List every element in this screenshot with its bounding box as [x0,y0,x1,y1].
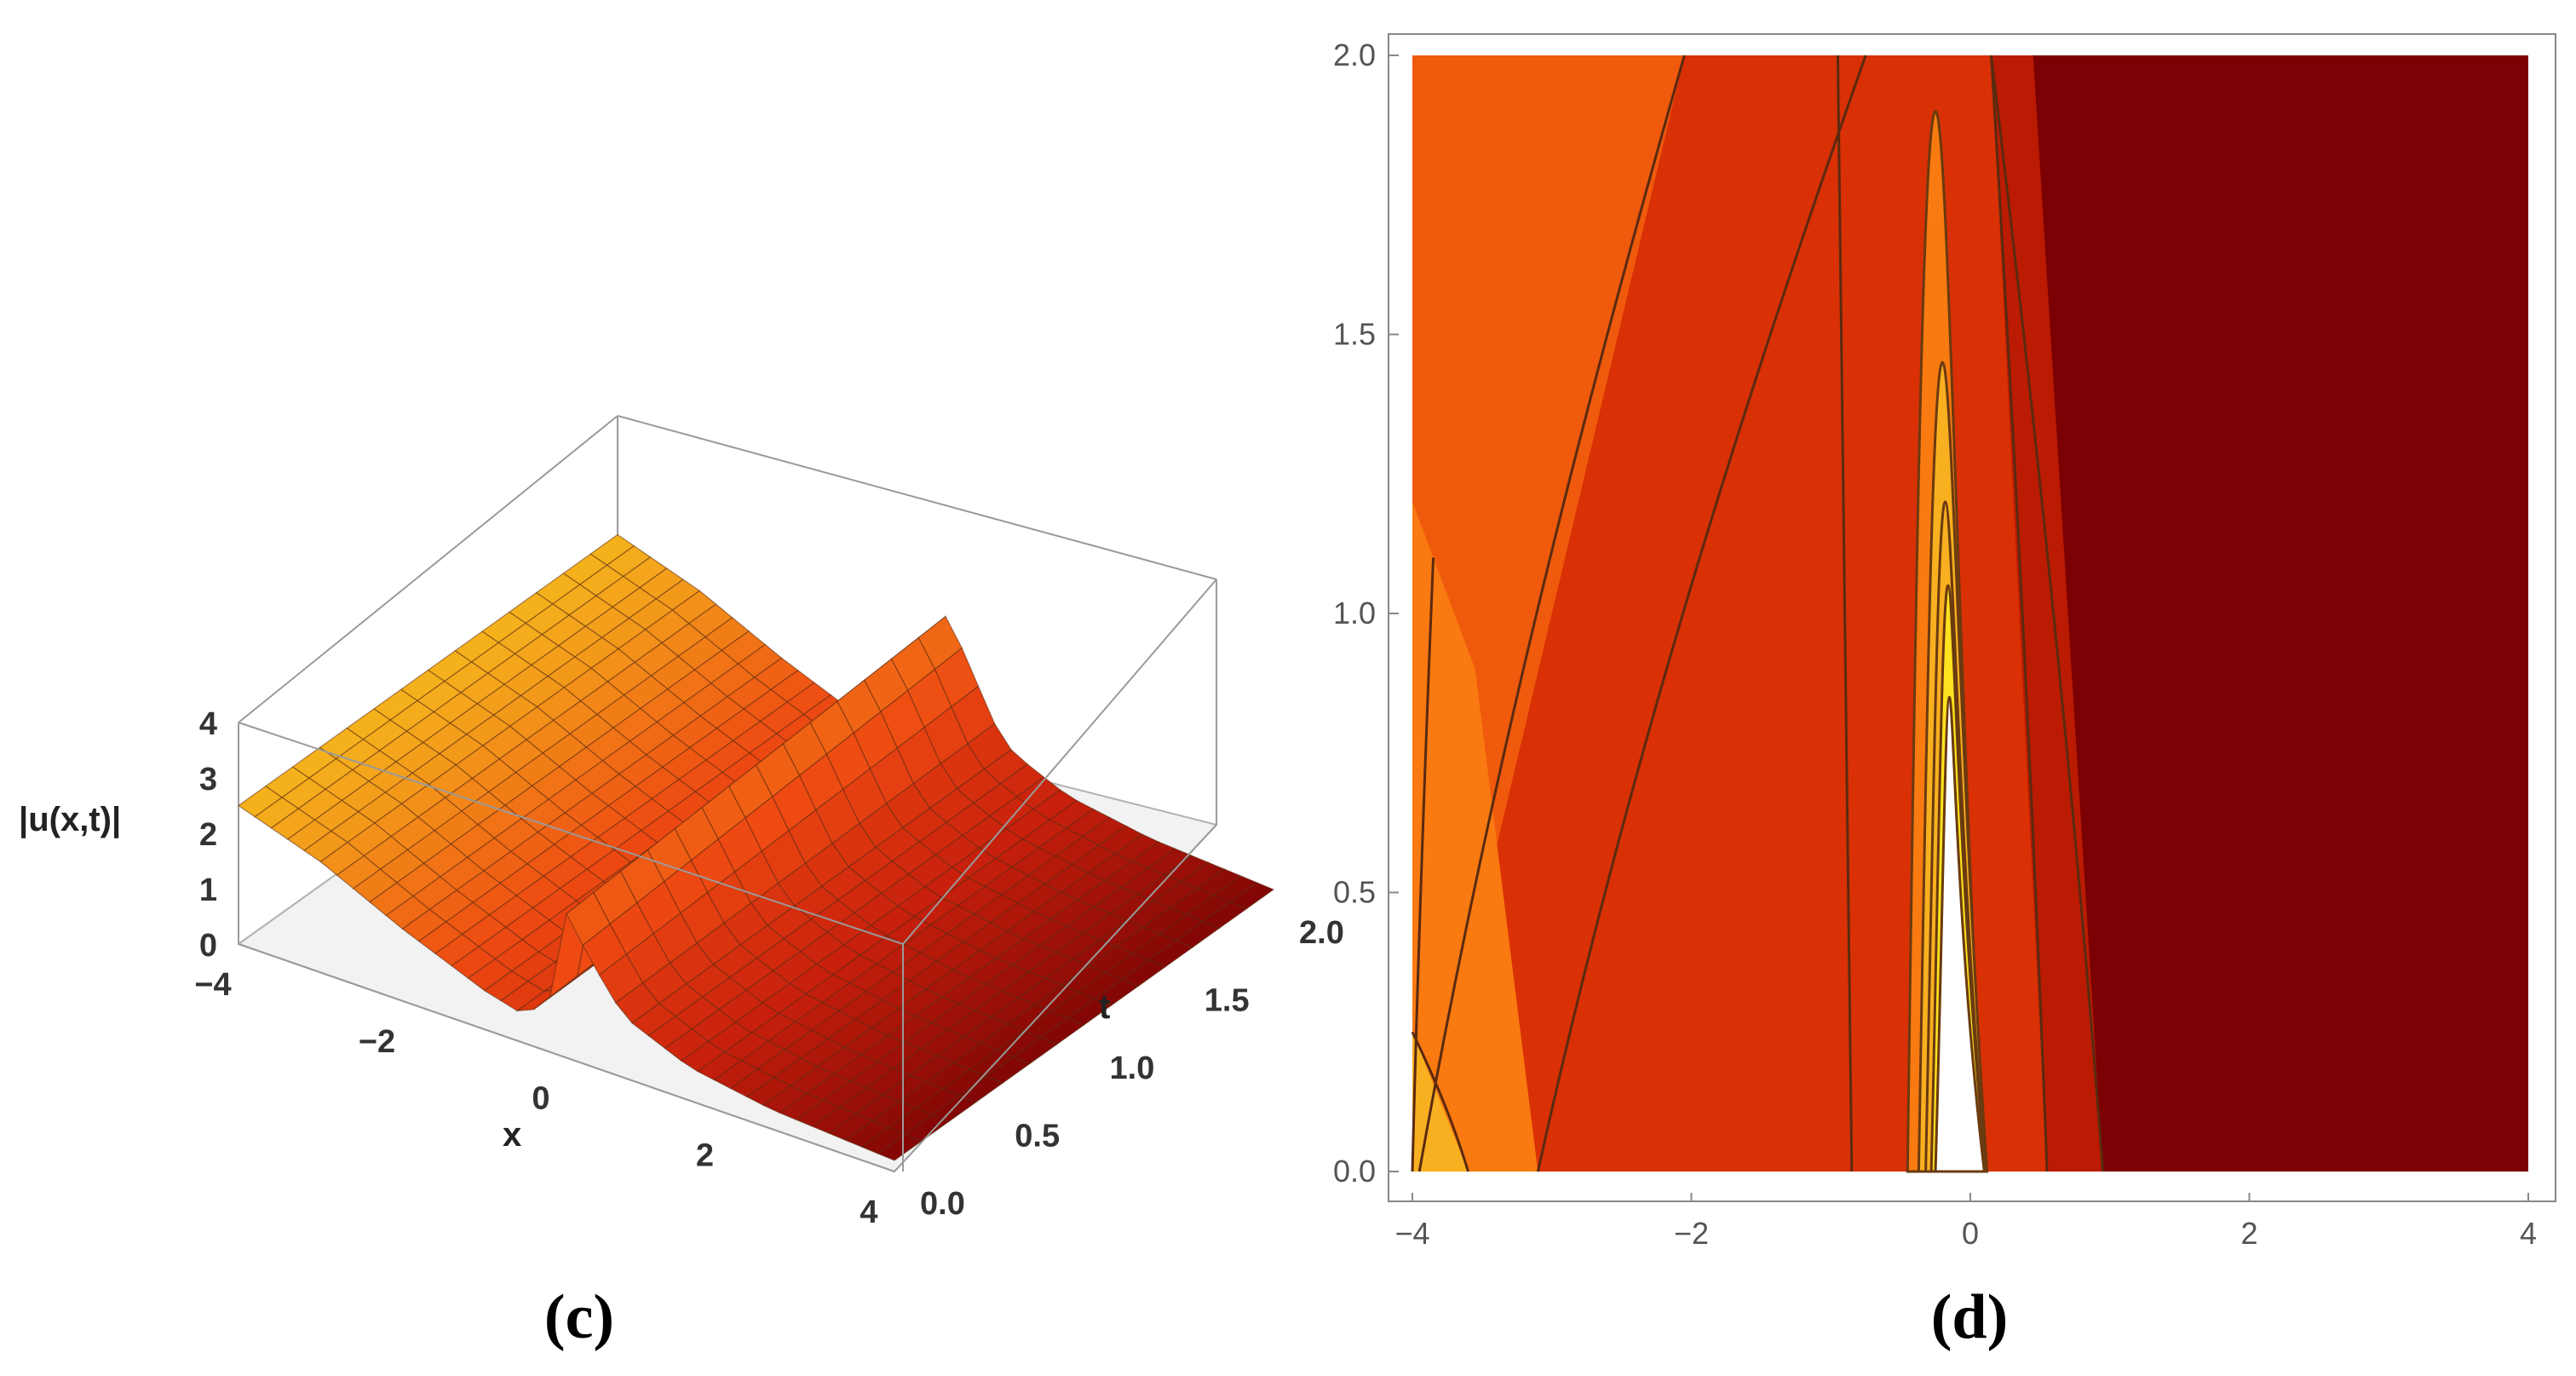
contour-lines [1411,55,2105,1172]
x-tick-label: −4 [1394,1216,1429,1251]
contour-line [1411,1031,1469,1172]
z-tick-label: 2 [199,817,217,853]
surface [237,533,1275,1161]
x-tick-labels: −4 −2 0 2 4 [1394,1193,2537,1251]
t-tick-labels: 0.0 0.5 1.0 1.5 2.0 [920,915,1344,1222]
y-tick-labels: 0.0 0.5 1.0 1.5 2.0 [1333,37,1399,1189]
t-axis-label: t [1099,988,1110,1026]
y-tick-label: 2.0 [1333,37,1376,72]
x-tick-labels: −4 −2 0 2 4 [194,967,877,1230]
x-tick-label: 2 [2240,1216,2257,1251]
caption-c: (c) [544,1282,614,1352]
y-tick-label: 1.0 [1333,596,1376,630]
contour-line [1411,557,1435,1172]
t-tick-label: 0.5 [1015,1119,1060,1154]
surface-plot-panel: 0 1 2 3 4 −4 −2 0 2 4 0.0 0.5 1.0 1.5 2.0 |u(x,t)| x… [19,415,1344,1352]
y-tick-label: 0.0 [1333,1154,1376,1189]
t-tick-label: 0.0 [920,1186,965,1222]
t-tick-label: 2.0 [1299,915,1344,951]
x-tick-label: −4 [194,967,231,1003]
bounding-box-front [238,579,1217,1172]
t-tick-label: 1.5 [1205,983,1250,1019]
contour-fill-bands [1412,55,2528,1173]
surface-patch [877,1133,923,1161]
x-tick-label: 4 [860,1195,877,1230]
y-tick-label: 0.5 [1333,875,1376,910]
x-axis-label: x [503,1116,521,1154]
z-tick-label: 3 [199,762,217,797]
contour-band [1412,502,1538,1172]
x-tick-label: 0 [532,1081,549,1117]
x-tick-label: 4 [2520,1216,2537,1251]
contour-peak [1934,695,1987,1173]
x-tick-label: 0 [1962,1216,1979,1251]
t-tick-label: 1.0 [1110,1051,1155,1086]
x-tick-label: −2 [359,1024,395,1060]
contour-line [1536,55,1867,1172]
bounding-box [238,415,1217,944]
contour-band [2033,55,2528,1172]
contour-line [1990,55,2105,1172]
contour-plot-panel: −4 −2 0 2 4 0.0 0.5 1.0 1.5 2.0 (d) [1333,33,2556,1352]
contour-line [1836,55,1854,1172]
caption-d: (d) [1931,1282,2008,1352]
z-axis-label: |u(x,t)| [19,801,121,838]
x-tick-label: −2 [1674,1216,1709,1251]
z-tick-labels: 0 1 2 3 4 [199,706,217,964]
contour-line [1990,55,2049,1172]
z-tick-label: 4 [199,706,217,742]
contour-line [1417,55,1686,1172]
z-tick-label: 1 [199,872,217,908]
plot-frame [1388,33,2556,1202]
y-tick-label: 1.5 [1333,317,1376,352]
z-tick-label: 0 [199,928,217,964]
x-tick-label: 2 [696,1137,714,1173]
